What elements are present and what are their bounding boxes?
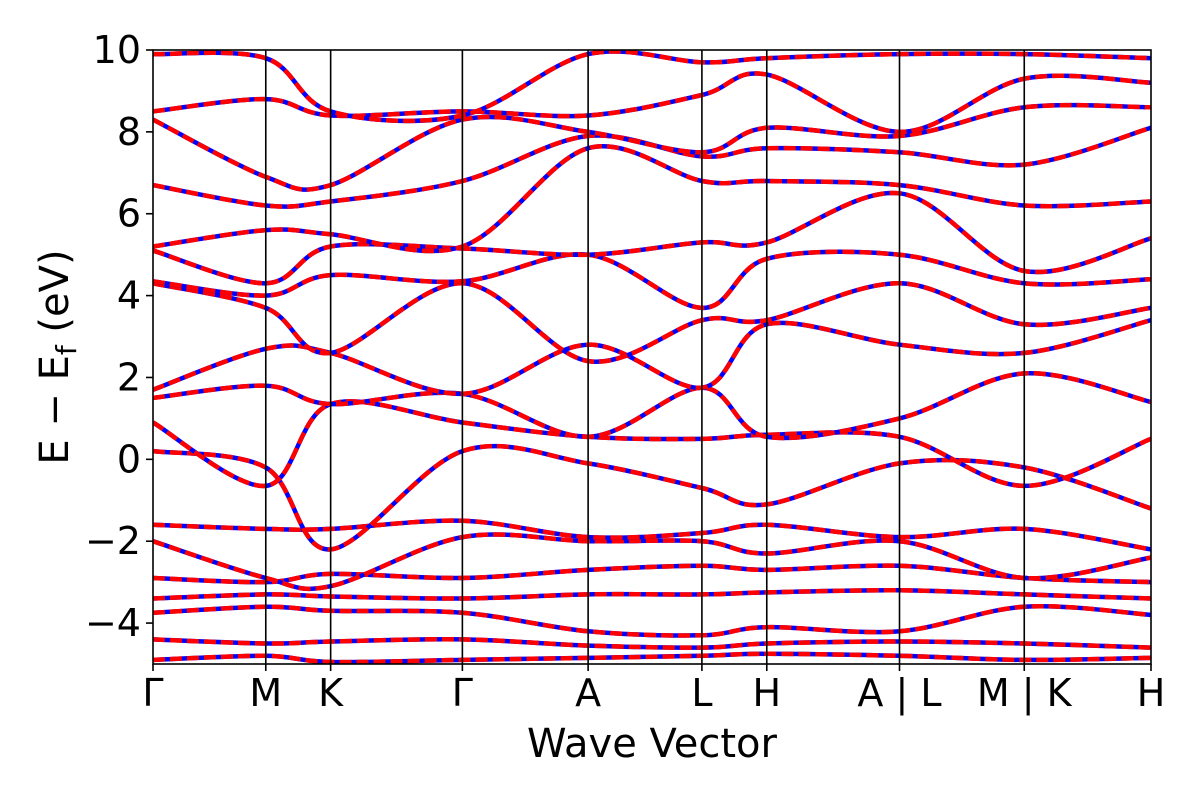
- x-tick-label-3: Γ: [452, 671, 473, 715]
- x-tick-label-1: M: [249, 671, 282, 715]
- plot-frame: [152, 49, 1152, 665]
- band-10-solid: [153, 318, 1151, 397]
- y-axis-title-main: E − E: [32, 355, 78, 465]
- band-6-dashed: [153, 518, 1151, 552]
- y-tick-label-4: 2: [117, 355, 141, 399]
- x-tick-label-9: H: [1137, 671, 1166, 715]
- band-13-dashed: [153, 190, 1151, 286]
- y-tick-label-0: 10: [93, 28, 141, 72]
- x-tick-label-6: H: [752, 671, 781, 715]
- band-10-dashed: [153, 318, 1151, 397]
- x-tick-label-4: A: [575, 671, 601, 715]
- band-1-dashed: [153, 637, 1151, 650]
- x-tick-label-8: M | K: [977, 671, 1073, 716]
- y-axis-ticks: 10 8 6 4 2 0 −2 −4: [85, 28, 153, 645]
- x-tick-label-2: K: [318, 671, 344, 715]
- y-axis-title-unit: (eV): [32, 249, 78, 345]
- high-symmetry-lines: [264, 50, 1026, 664]
- band-17-solid: [153, 71, 1151, 135]
- x-tick-label-0: Γ: [142, 671, 163, 715]
- y-tick-label-2: 6: [117, 192, 141, 236]
- band-8-solid: [153, 399, 1151, 489]
- band-9-dashed: [153, 371, 1151, 441]
- x-tick-label-5: L: [691, 671, 712, 715]
- y-tick-label-6: −2: [85, 519, 141, 563]
- band-4-dashed: [153, 563, 1151, 585]
- x-tick-label-7: A | L: [857, 671, 941, 716]
- y-axis-title: E − Ef (eV): [32, 249, 83, 464]
- band-14-dashed: [153, 144, 1151, 254]
- band-2-dashed: [153, 604, 1151, 638]
- band-7-dashed: [153, 443, 1151, 552]
- band-0-dashed: [153, 651, 1151, 664]
- y-axis-title-subscript: f: [50, 344, 83, 355]
- y-tick-label-7: −4: [85, 601, 141, 645]
- band-11-solid: [153, 281, 1151, 364]
- bands-layer: [153, 50, 1151, 664]
- y-tick-label-5: 0: [117, 437, 141, 481]
- band-16-dashed: [153, 102, 1151, 192]
- band-17-dashed: [153, 71, 1151, 135]
- band-8-dashed: [153, 399, 1151, 489]
- band-11-dashed: [153, 281, 1151, 364]
- band-15-solid: [153, 125, 1151, 209]
- band-12-dashed: [153, 249, 1151, 311]
- band-3-dashed: [153, 588, 1151, 601]
- band-14-solid: [153, 144, 1151, 254]
- x-axis-title: Wave Vector: [527, 721, 778, 767]
- y-tick-label-1: 8: [117, 110, 141, 154]
- band-9-solid: [153, 371, 1151, 441]
- band-5-dashed: [153, 532, 1151, 592]
- y-tick-label-3: 4: [117, 274, 141, 318]
- band-18-dashed: [153, 50, 1151, 124]
